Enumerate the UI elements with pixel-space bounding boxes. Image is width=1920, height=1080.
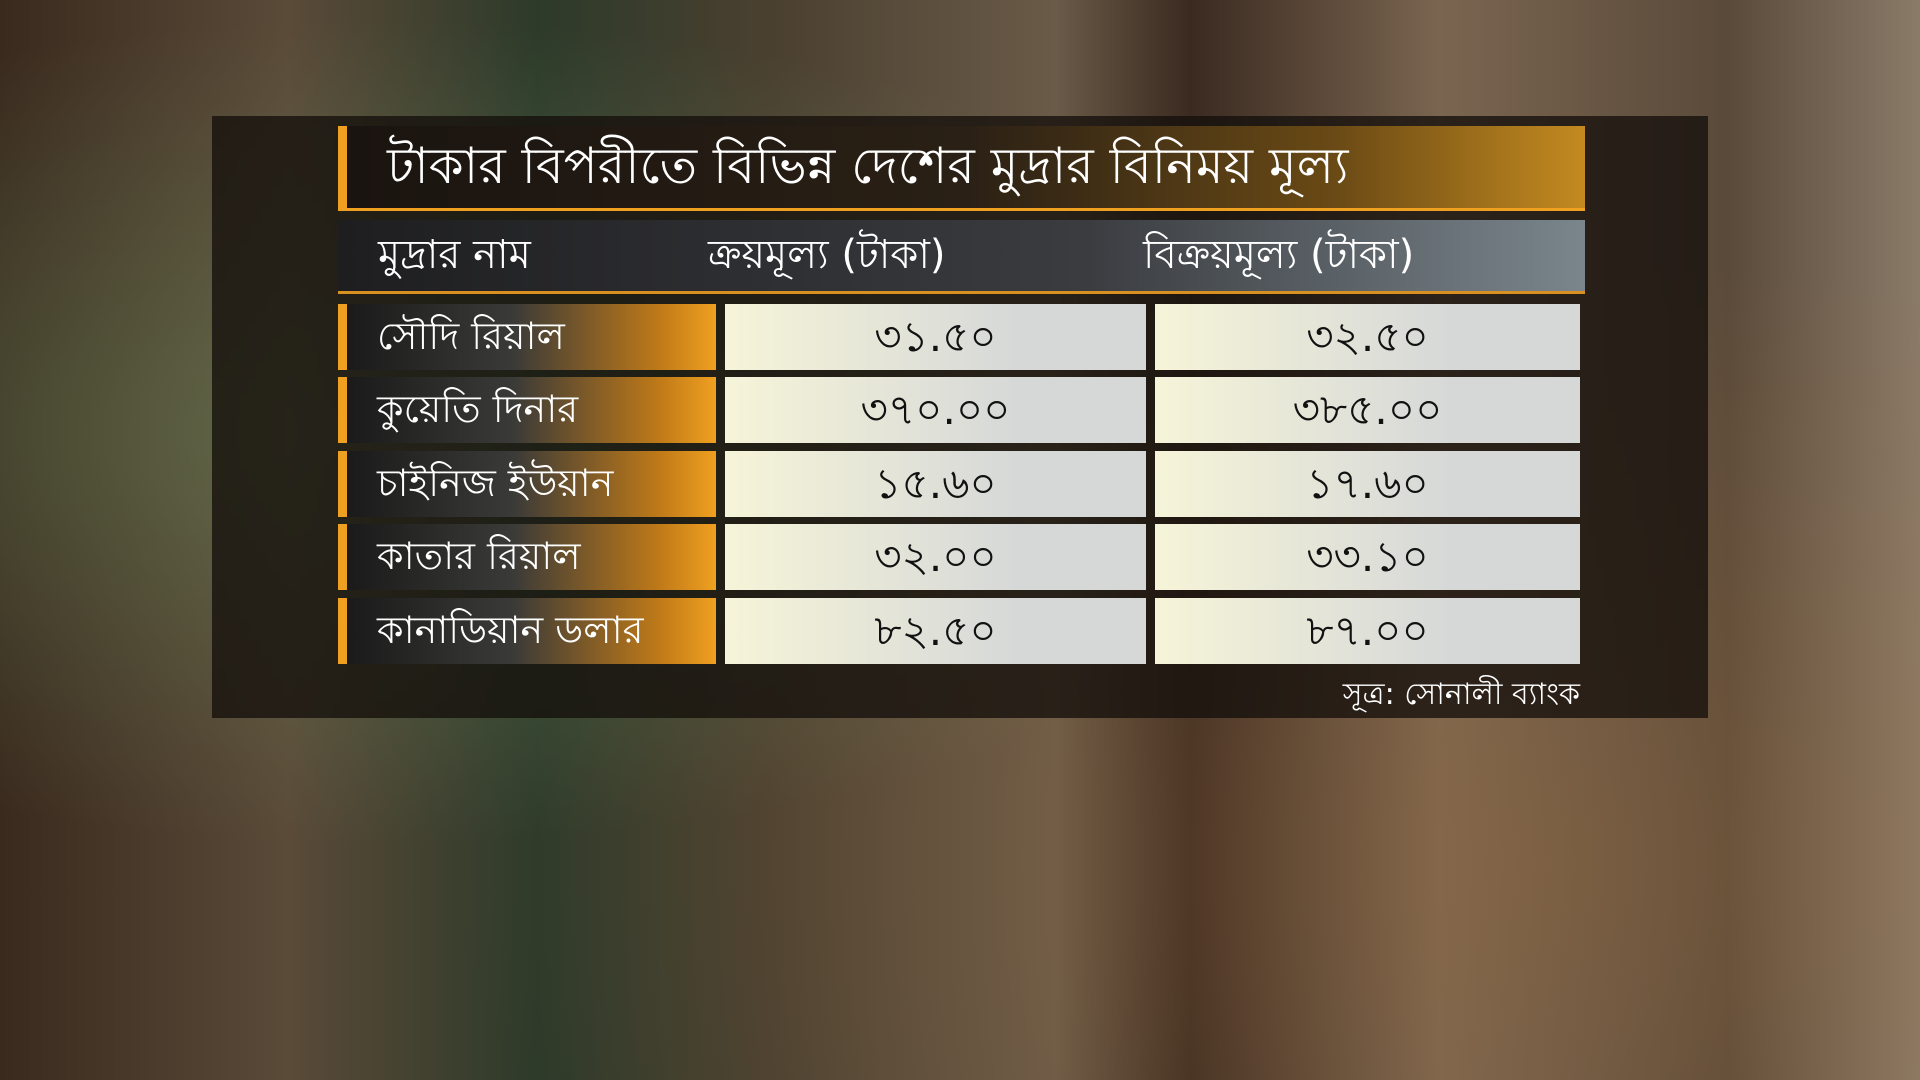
buy-rate: ৩৭০.০০ xyxy=(725,377,1146,443)
buy-rate: ৮২.৫০ xyxy=(725,598,1146,664)
sell-rate: ৮৭.০০ xyxy=(1155,598,1580,664)
page-title: টাকার বিপরীতে বিভিন্ন দেশের মুদ্রার বিনি… xyxy=(338,126,1585,211)
sell-rate: ৩২.৫০ xyxy=(1155,304,1580,370)
table-row: সৌদি রিয়াল ৩১.৫০ ৩২.৫০ xyxy=(338,304,1585,370)
buy-rate: ৩১.৫০ xyxy=(725,304,1146,370)
header-buy-rate: ক্রয়মূল্য (টাকা) xyxy=(708,232,946,278)
buy-rate: ১৫.৬০ xyxy=(725,451,1146,517)
source-credit: সূত্র: সোনালী ব্যাংক xyxy=(1342,677,1580,712)
buy-rate: ৩২.০০ xyxy=(725,524,1146,590)
currency-name: কুয়েতি দিনার xyxy=(338,377,716,443)
currency-name: কানাডিয়ান ডলার xyxy=(338,598,716,664)
table-row: কানাডিয়ান ডলার ৮২.৫০ ৮৭.০০ xyxy=(338,598,1585,664)
table-header: মুদ্রার নাম ক্রয়মূল্য (টাকা) বিক্রয়মূল… xyxy=(338,220,1585,294)
sell-rate: ৩৩.১০ xyxy=(1155,524,1580,590)
currency-name: কাতার রিয়াল xyxy=(338,524,716,590)
currency-name: সৌদি রিয়াল xyxy=(338,304,716,370)
sell-rate: ৩৮৫.০০ xyxy=(1155,377,1580,443)
header-sell-rate: বিক্রয়মূল্য (টাকা) xyxy=(1143,232,1415,278)
table-row: কাতার রিয়াল ৩২.০০ ৩৩.১০ xyxy=(338,524,1585,590)
sell-rate: ১৭.৬০ xyxy=(1155,451,1580,517)
header-currency-name: মুদ্রার নাম xyxy=(378,232,531,278)
table-row: চাইনিজ ইউয়ান ১৫.৬০ ১৭.৬০ xyxy=(338,451,1585,517)
currency-name: চাইনিজ ইউয়ান xyxy=(338,451,716,517)
table-row: কুয়েতি দিনার ৩৭০.০০ ৩৮৫.০০ xyxy=(338,377,1585,443)
